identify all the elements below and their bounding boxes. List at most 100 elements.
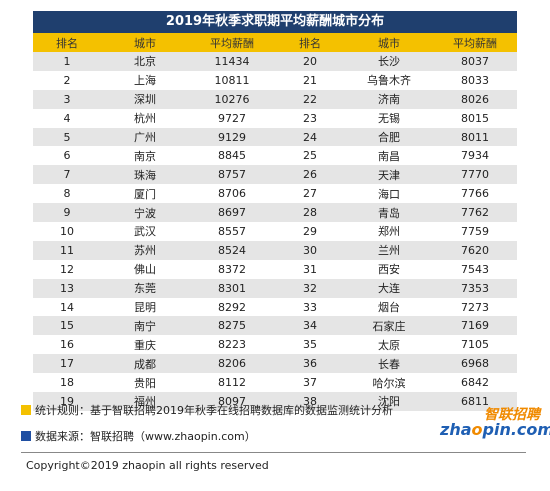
salary-cell: 11434 [189, 52, 275, 71]
rank-cell: 34 [275, 316, 345, 336]
city-cell: 南京 [101, 146, 189, 166]
salary-cell: 8845 [189, 146, 275, 166]
salary-cell: 7934 [433, 146, 517, 166]
rank-cell: 14 [33, 297, 101, 317]
table-row: 13 东莞 8301 32 大连 7353 [33, 278, 517, 298]
city-cell: 武汉 [101, 222, 189, 241]
stat-rule-text: 统计规则：基于智联招聘2019年秋季在线招聘数据库的数据监测统计分析 [35, 404, 393, 417]
table-row: 1 北京 11434 20 长沙 8037 [33, 52, 517, 71]
city-cell: 南昌 [345, 146, 433, 166]
city-cell: 青岛 [345, 203, 433, 223]
salary-table: 排名 城市 平均薪酬 排名 城市 平均薪酬 1 北京 11434 20 长沙 8037 2 上… [33, 33, 517, 411]
salary-cell: 8011 [433, 127, 517, 147]
salary-cell: 8757 [189, 165, 275, 185]
rank-cell: 18 [33, 373, 101, 393]
city-cell: 无锡 [345, 108, 433, 128]
stat-rule-note: 统计规则：基于智联招聘2019年秋季在线招聘数据库的数据监测统计分析 [21, 402, 393, 418]
rank-cell: 36 [275, 354, 345, 374]
rank-cell: 10 [33, 222, 101, 241]
rank-cell: 13 [33, 278, 101, 298]
header-rank: 排名 [275, 33, 345, 52]
city-cell: 深圳 [101, 89, 189, 109]
salary-table-container: 2019年秋季求职期平均薪酬城市分布 排名 城市 平均薪酬 排名 城市 平均薪酬… [33, 11, 517, 411]
copyright-text: Copyright©2019 zhaopin all rights reserv… [26, 459, 269, 472]
table-row: 9 宁波 8697 28 青岛 7762 [33, 203, 517, 223]
rank-cell: 8 [33, 184, 101, 204]
rank-cell: 25 [275, 146, 345, 166]
blue-square-icon [21, 431, 31, 441]
city-cell: 佛山 [101, 259, 189, 279]
salary-cell: 8033 [433, 70, 517, 90]
city-cell: 成都 [101, 354, 189, 374]
city-cell: 天津 [345, 165, 433, 185]
city-cell: 宁波 [101, 203, 189, 223]
table-row: 17 成都 8206 36 长春 6968 [33, 354, 517, 374]
rank-cell: 16 [33, 335, 101, 355]
salary-cell: 8301 [189, 278, 275, 298]
rank-cell: 12 [33, 259, 101, 279]
table-row: 10 武汉 8557 29 郑州 7759 [33, 222, 517, 241]
rank-cell: 26 [275, 165, 345, 185]
salary-cell: 7770 [433, 165, 517, 185]
salary-cell: 7169 [433, 316, 517, 336]
rank-cell: 38 [275, 392, 345, 411]
salary-cell: 10276 [189, 89, 275, 109]
rank-cell: 28 [275, 203, 345, 223]
salary-cell: 8706 [189, 184, 275, 204]
rank-cell: 29 [275, 222, 345, 241]
rank-cell: 32 [275, 278, 345, 298]
city-cell: 兰州 [345, 240, 433, 260]
salary-cell: 8697 [189, 203, 275, 223]
header-salary: 平均薪酬 [189, 33, 275, 52]
city-cell: 苏州 [101, 240, 189, 260]
city-cell: 厦门 [101, 184, 189, 204]
rank-cell: 33 [275, 297, 345, 317]
logo-english-text: zhaopin.com [440, 420, 550, 439]
salary-cell: 6842 [433, 373, 517, 393]
salary-cell: 8206 [189, 354, 275, 374]
salary-cell: 9727 [189, 108, 275, 128]
city-cell: 济南 [345, 89, 433, 109]
city-cell: 沈阳 [345, 392, 433, 411]
city-cell: 东莞 [101, 278, 189, 298]
salary-cell: 8223 [189, 335, 275, 355]
city-cell: 上海 [101, 70, 189, 90]
table-row: 11 苏州 8524 30 兰州 7620 [33, 240, 517, 260]
salary-cell: 10811 [189, 70, 275, 90]
city-cell: 大连 [345, 278, 433, 298]
table-header-row: 排名 城市 平均薪酬 排名 城市 平均薪酬 [33, 33, 517, 52]
city-cell: 郑州 [345, 222, 433, 241]
city-cell: 杭州 [101, 108, 189, 128]
rank-cell: 20 [275, 52, 345, 71]
table-row: 2 上海 10811 21 乌鲁木齐 8033 [33, 70, 517, 90]
city-cell: 珠海 [101, 165, 189, 185]
rank-cell: 15 [33, 316, 101, 336]
header-city: 城市 [345, 33, 433, 52]
salary-cell: 7766 [433, 184, 517, 204]
city-cell: 海口 [345, 184, 433, 204]
header-salary: 平均薪酬 [433, 33, 517, 52]
table-row: 19 福州 8097 38 沈阳 6811 [33, 392, 517, 411]
rank-cell: 7 [33, 165, 101, 185]
salary-cell: 6811 [433, 392, 517, 411]
table-body: 1 北京 11434 20 长沙 8037 2 上海 10811 21 乌鲁木齐 8033 3 深圳 102… [33, 52, 517, 411]
table-row: 4 杭州 9727 23 无锡 8015 [33, 108, 517, 128]
rank-cell: 27 [275, 184, 345, 204]
salary-cell: 8015 [433, 108, 517, 128]
city-cell: 乌鲁木齐 [345, 70, 433, 90]
table-row: 14 昆明 8292 33 烟台 7273 [33, 297, 517, 317]
city-cell: 北京 [101, 52, 189, 71]
table-row: 8 厦门 8706 27 海口 7766 [33, 184, 517, 204]
rank-cell: 35 [275, 335, 345, 355]
rank-cell: 6 [33, 146, 101, 166]
yellow-square-icon [21, 405, 31, 415]
city-cell: 合肥 [345, 127, 433, 147]
rank-cell: 37 [275, 373, 345, 393]
table-row: 3 深圳 10276 22 济南 8026 [33, 89, 517, 109]
footer-divider [21, 452, 526, 453]
data-source-text: 数据来源：智联招聘（www.zhaopin.com） [35, 430, 256, 443]
rank-cell: 22 [275, 89, 345, 109]
salary-cell: 8372 [189, 259, 275, 279]
city-cell: 南宁 [101, 316, 189, 336]
city-cell: 西安 [345, 259, 433, 279]
